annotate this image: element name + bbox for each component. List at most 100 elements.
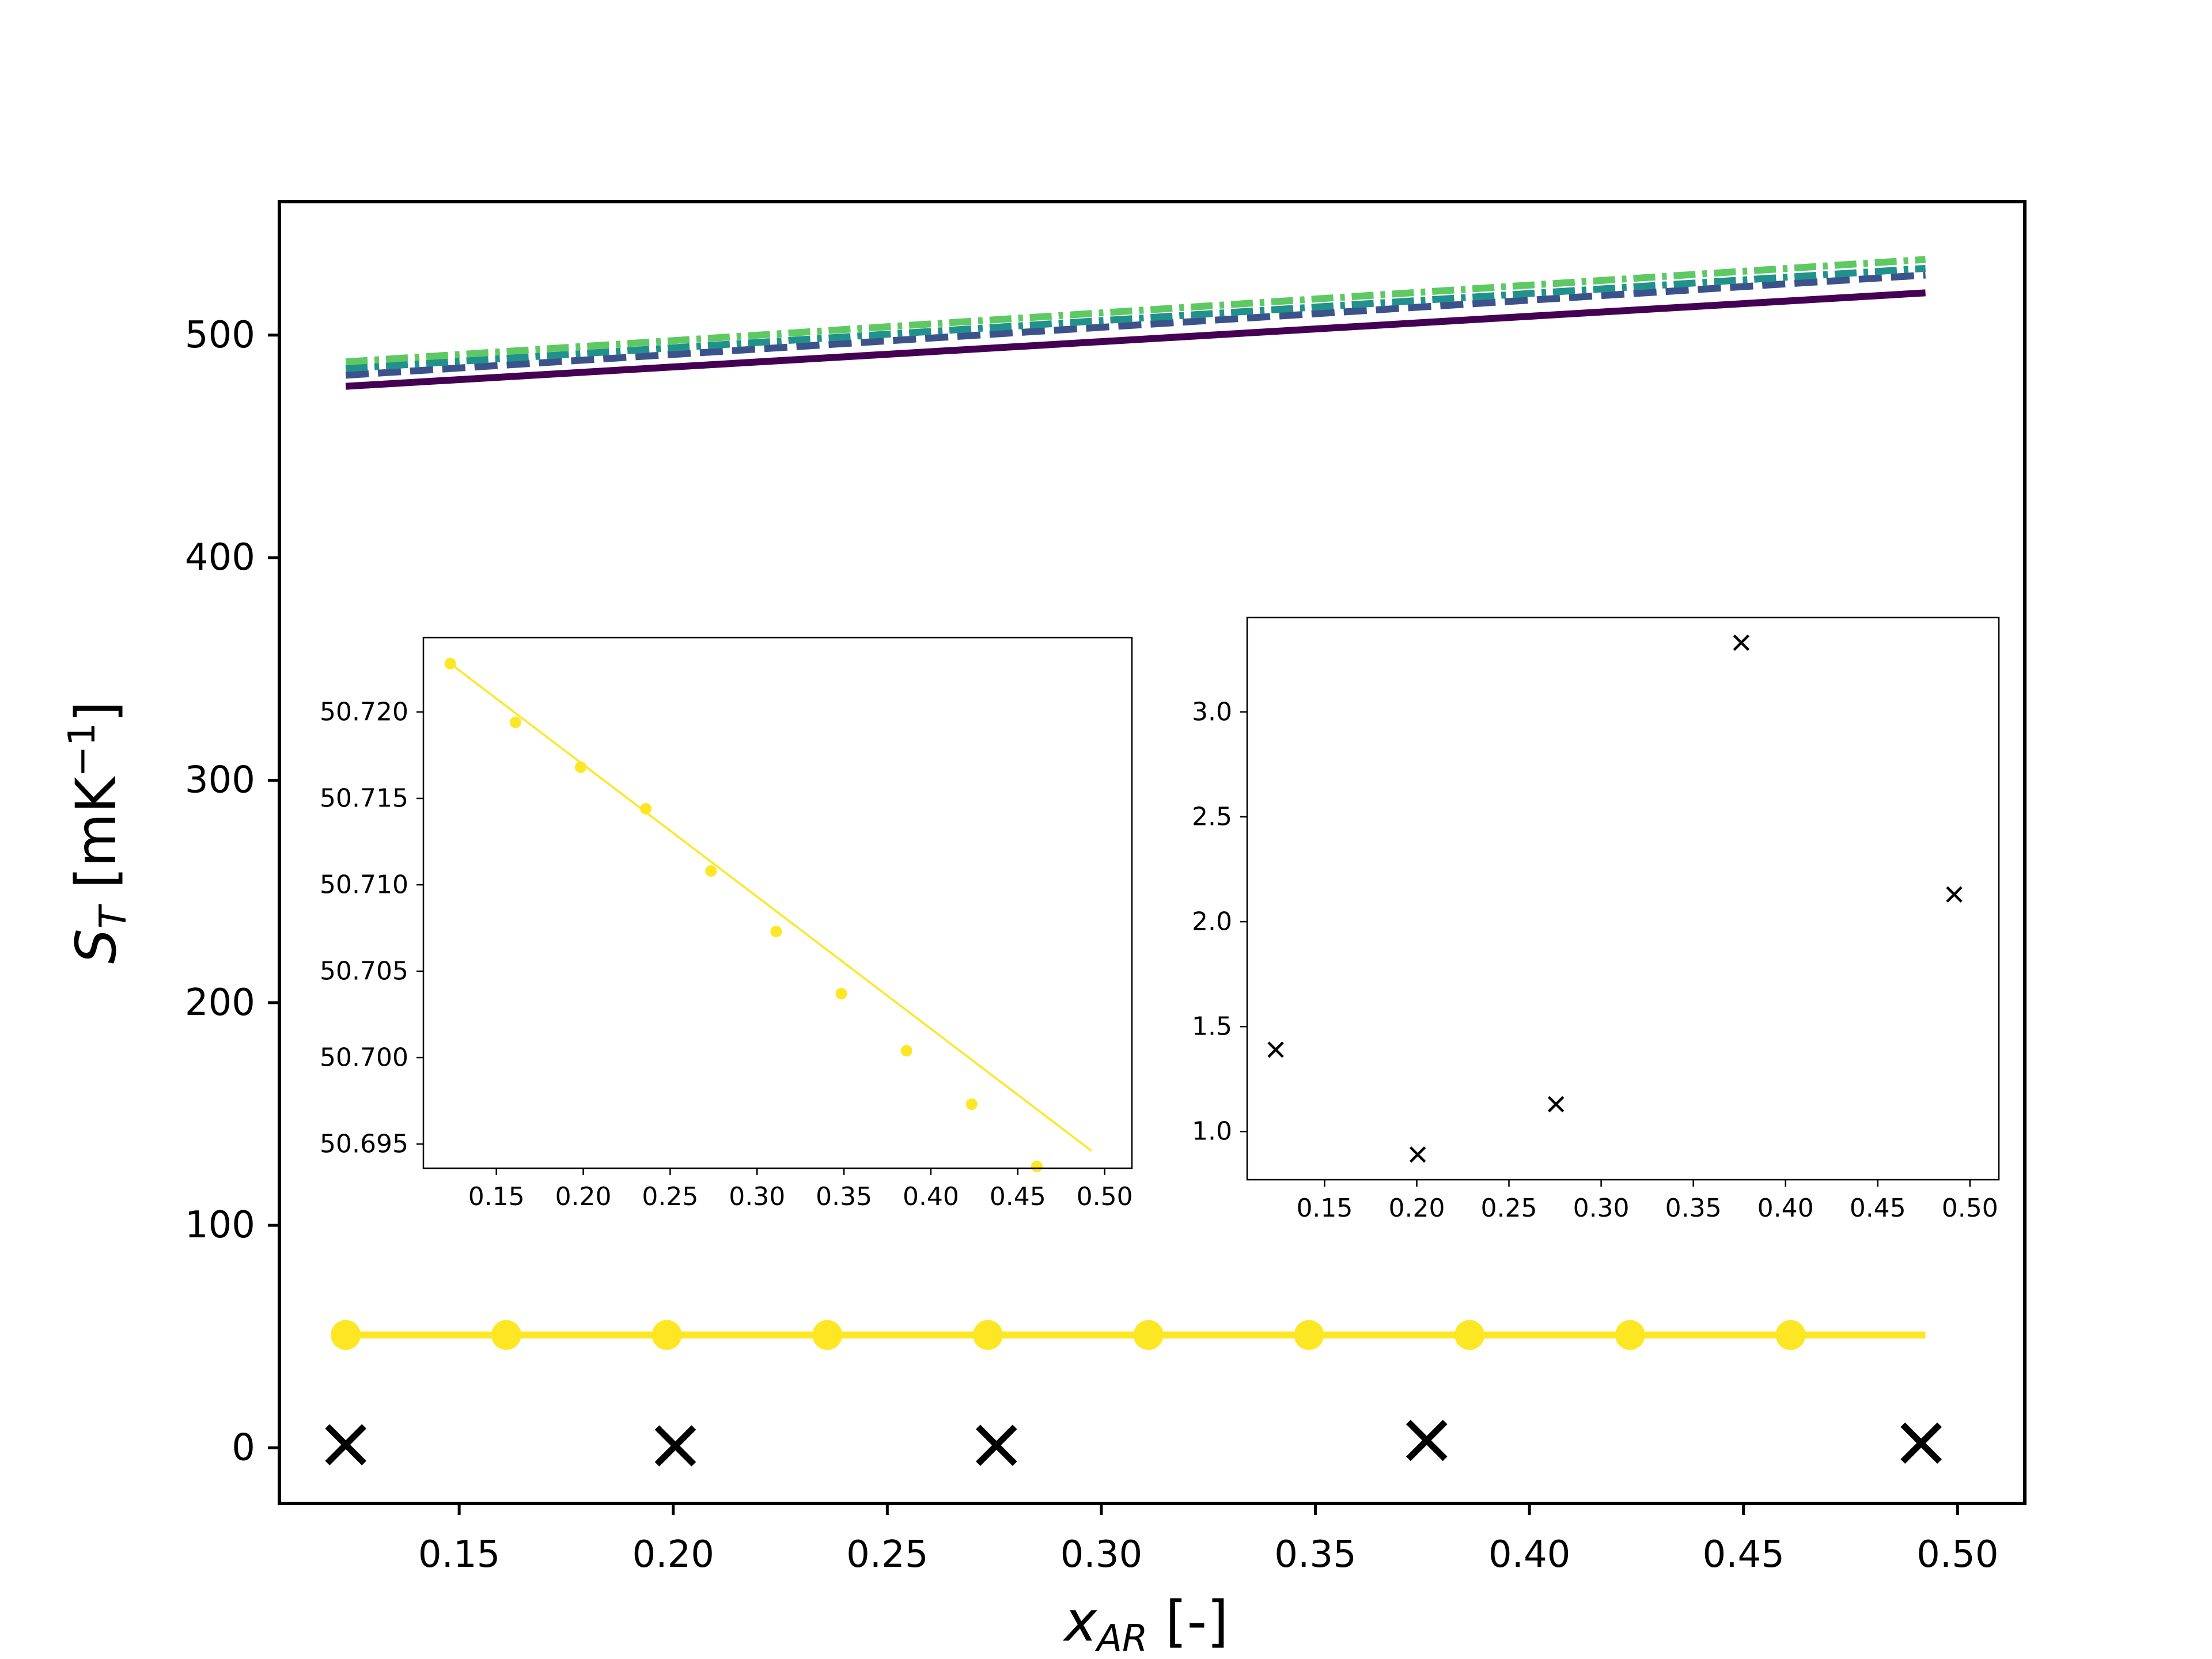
data-point-x	[325, 1424, 366, 1465]
data-point-x	[1267, 1041, 1284, 1058]
inset-right-plot: 0.15 0.20 0.25 0.30 0.35 0.40 0.45 0.50 1.0 1.5 2…	[1192, 616, 2000, 1223]
y-tick-label: 50.705	[320, 957, 408, 986]
x-tick-label: 0.30	[729, 1182, 785, 1211]
y-axis-label-symbol: S	[64, 929, 128, 964]
data-point-circle	[972, 1320, 1003, 1350]
data-point-circle	[1133, 1320, 1164, 1350]
data-point-x	[1409, 1146, 1426, 1163]
x-tick-label: 0.30	[1060, 1533, 1143, 1576]
main-plot-frame	[278, 200, 2027, 1505]
data-point-circle	[1455, 1320, 1485, 1350]
x-tick-label: 0.25	[1481, 1194, 1537, 1223]
data-point-circle	[965, 1099, 978, 1110]
x-tick-label: 0.50	[1077, 1182, 1133, 1211]
inset-right-x-ticks: 0.15 0.20 0.25 0.30 0.35 0.40 0.45 0.50	[1296, 1180, 1998, 1223]
data-point-circle	[1031, 1161, 1043, 1172]
data-point-x	[1733, 634, 1750, 651]
y-tick-label: 1.5	[1192, 1012, 1232, 1041]
y-tick-label: 50.715	[320, 784, 408, 813]
x-tick-label: 0.35	[1665, 1194, 1722, 1223]
data-point-circle	[444, 658, 456, 669]
y-tick-label: 500	[185, 314, 255, 357]
x-tick-label: 0.15	[468, 1182, 525, 1211]
data-point-circle	[1294, 1320, 1324, 1350]
inset-left-frame	[422, 637, 1133, 1169]
inset-left-series-layer	[444, 658, 1093, 1172]
data-point-x	[976, 1425, 1017, 1466]
x-tick-label: 0.40	[1488, 1533, 1571, 1576]
y-axis-label: ST [mK−1]	[61, 701, 135, 964]
inset-right-frame	[1246, 616, 2000, 1181]
x-tick-label: 0.50	[1942, 1194, 1998, 1223]
data-point-x	[1406, 1419, 1448, 1461]
x-tick-label: 0.20	[632, 1533, 714, 1576]
data-point-circle	[900, 1045, 912, 1056]
x-tick-label: 0.35	[816, 1182, 872, 1211]
data-point-circle	[575, 762, 587, 773]
y-tick-label: 2.0	[1192, 907, 1232, 937]
x-axis-label-unit: [-]	[1148, 1589, 1229, 1654]
y-axis-label-unit-post: ]	[64, 701, 128, 722]
x-tick-label: 0.30	[1573, 1194, 1630, 1223]
x-tick-label: 0.45	[990, 1182, 1046, 1211]
series-line-0	[345, 289, 1926, 390]
inset-right-y-ticks: 1.0 1.5 2.0 2.5 3.0	[1192, 697, 1247, 1146]
data-point-circle	[1615, 1320, 1645, 1350]
x-tick-label: 0.50	[1916, 1533, 1999, 1576]
inset-right-series-layer	[1267, 634, 1963, 1163]
inset-right-background	[1247, 618, 1999, 1180]
x-axis-label-symbol: x	[1062, 1589, 1097, 1654]
x-tick-label: 0.45	[1850, 1194, 1906, 1223]
x-tick-label: 0.15	[1296, 1194, 1353, 1223]
y-axis-label-subscript: T	[92, 903, 135, 929]
x-tick-label: 0.40	[903, 1182, 959, 1211]
data-point-circle	[331, 1320, 361, 1350]
data-point-x	[1547, 1096, 1565, 1113]
x-tick-label: 0.35	[1274, 1533, 1357, 1576]
series-line-3	[345, 256, 1926, 366]
y-tick-label: 200	[185, 982, 255, 1024]
x-axis-label-subscript: AR	[1094, 1618, 1147, 1659]
x-tick-label: 0.25	[846, 1533, 929, 1576]
data-point-circle	[652, 1320, 682, 1350]
series-line-0	[449, 662, 1093, 1152]
data-point-x	[1946, 886, 1963, 903]
data-point-circle	[491, 1320, 521, 1350]
x-tick-label: 0.25	[642, 1182, 698, 1211]
data-point-circle	[705, 865, 717, 877]
y-tick-label: 50.700	[320, 1043, 408, 1073]
y-tick-label: 50.695	[320, 1130, 408, 1159]
data-point-x	[1900, 1422, 1942, 1464]
inset-left-plot: 0.15 0.20 0.25 0.30 0.35 0.40 0.45 0.50 50.695 5…	[320, 637, 1133, 1211]
y-tick-label: 2.5	[1192, 802, 1232, 831]
y-tick-label: 0	[232, 1426, 255, 1469]
data-point-circle	[835, 988, 847, 999]
data-point-circle	[1775, 1320, 1806, 1350]
y-tick-label: 3.0	[1192, 697, 1232, 726]
data-point-circle	[509, 717, 521, 728]
y-tick-label: 50.710	[320, 870, 408, 900]
y-tick-label: 1.0	[1192, 1117, 1232, 1146]
x-tick-label: 0.40	[1758, 1194, 1814, 1223]
main-x-ticks: 0.15 0.20 0.25 0.30 0.35 0.40 0.45 0.50	[418, 1503, 1999, 1576]
data-point-x	[654, 1425, 696, 1467]
data-point-circle	[640, 803, 652, 815]
y-tick-label: 300	[185, 759, 255, 801]
main-y-ticks: 0 100 200 300 400 500	[185, 314, 279, 1469]
x-tick-label: 0.45	[1702, 1533, 1785, 1576]
data-point-circle	[770, 926, 782, 937]
x-tick-label: 0.20	[555, 1182, 612, 1211]
series-line-2	[345, 264, 1926, 372]
y-tick-label: 50.720	[320, 698, 408, 727]
x-tick-label: 0.20	[1388, 1194, 1445, 1223]
data-point-circle	[812, 1320, 843, 1350]
x-axis-label: xAR [-]	[1062, 1589, 1228, 1659]
main-plot: 0.15 0.20 0.25 0.30 0.35 0.40 0.45 0.50 0 100 200…	[185, 200, 2027, 1576]
y-axis-label-unit-pre: [mK	[64, 776, 128, 906]
y-axis-label-unit-sup: −1	[61, 722, 104, 777]
inset-left-background	[423, 638, 1132, 1168]
x-tick-label: 0.15	[418, 1533, 501, 1576]
y-tick-label: 400	[185, 536, 255, 579]
series-line-1	[345, 271, 1926, 379]
